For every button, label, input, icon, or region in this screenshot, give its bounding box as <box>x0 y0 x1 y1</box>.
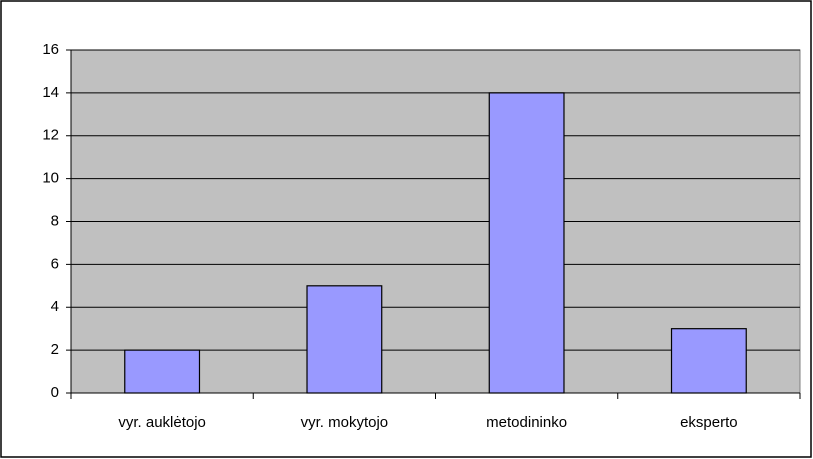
y-tick-label: 6 <box>51 255 59 272</box>
y-tick-label: 0 <box>51 384 59 401</box>
x-tick-label: eksperto <box>680 414 738 431</box>
x-tick-label: metodininko <box>486 414 567 431</box>
x-tick-label: vyr. mokytojo <box>301 414 389 431</box>
bar <box>306 285 383 394</box>
y-tick-label: 2 <box>51 341 59 358</box>
y-tick-label: 10 <box>42 170 59 187</box>
x-tick-label: vyr. auklėtojo <box>118 414 206 431</box>
y-tick-label: 4 <box>51 298 59 315</box>
bar <box>488 92 565 394</box>
bar <box>124 349 201 394</box>
y-tick-label: 16 <box>42 41 59 58</box>
bar <box>670 328 747 394</box>
y-tick-label: 14 <box>42 84 59 101</box>
y-tick-label: 8 <box>51 212 59 229</box>
y-tick-label: 12 <box>42 127 59 144</box>
